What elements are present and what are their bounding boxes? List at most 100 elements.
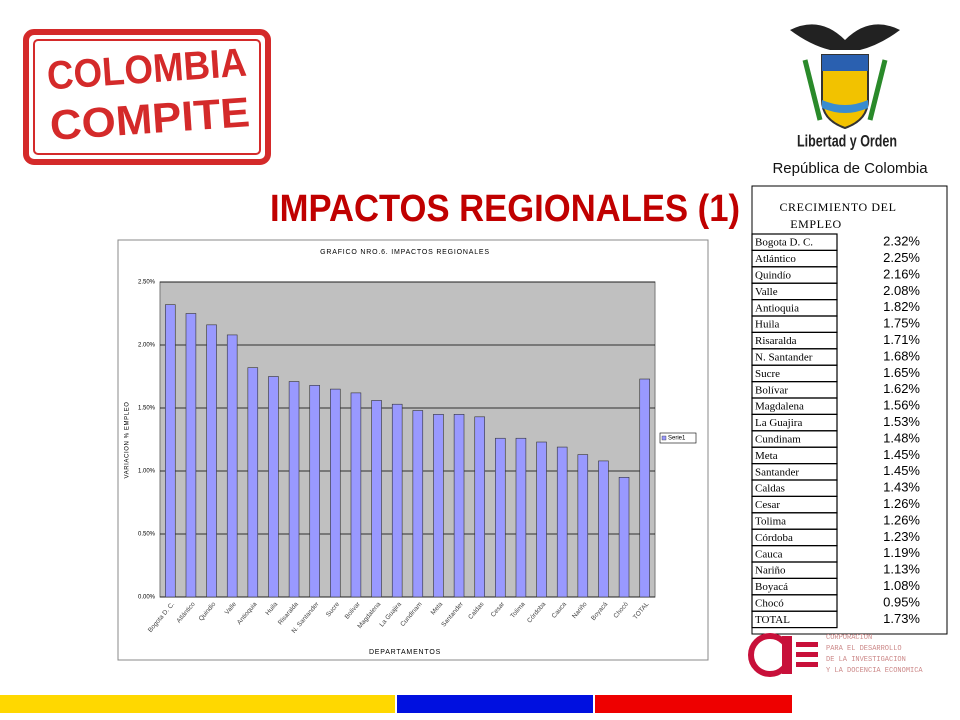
bar bbox=[536, 441, 547, 598]
table-name: Meta bbox=[755, 450, 778, 462]
legend-swatch bbox=[661, 435, 667, 441]
colombia-compite-logo: COLOMBIA COMPITE bbox=[23, 29, 271, 165]
table-name: Huila bbox=[755, 319, 780, 331]
table-value: 1.26% bbox=[883, 496, 920, 511]
table-value: 1.62% bbox=[883, 381, 920, 396]
bar bbox=[433, 413, 444, 598]
table-value: 1.26% bbox=[883, 512, 920, 527]
table-name: Cesar bbox=[755, 499, 780, 511]
bar bbox=[185, 313, 197, 598]
y-tick-label: 2.50% bbox=[138, 280, 156, 286]
bar bbox=[577, 454, 589, 598]
coat-of-arms bbox=[790, 24, 900, 130]
bar bbox=[165, 304, 176, 598]
bar bbox=[556, 446, 568, 598]
plot-area bbox=[159, 281, 656, 598]
chart-title: GRAFICO NRO.6. IMPACTOS REGIONALES bbox=[320, 249, 490, 256]
table-name-cell bbox=[751, 610, 838, 629]
table-value: 1.65% bbox=[883, 365, 920, 380]
table-name: Santander bbox=[755, 466, 799, 478]
bar bbox=[639, 378, 650, 598]
table-name: Chocó bbox=[755, 598, 784, 610]
condor bbox=[790, 24, 900, 50]
band-yellow bbox=[0, 695, 395, 713]
table-value: 1.45% bbox=[883, 447, 920, 462]
cide-logo bbox=[748, 633, 818, 677]
stamp-frame bbox=[23, 29, 271, 165]
bar bbox=[247, 367, 259, 598]
logo-bar bbox=[782, 636, 792, 674]
x-axis-title: DEPARTAMENTOS bbox=[369, 649, 441, 656]
bar bbox=[453, 413, 465, 598]
table-name: Bogota D. C. bbox=[755, 237, 813, 249]
table-value: 1.45% bbox=[883, 463, 920, 478]
band-red bbox=[595, 695, 792, 713]
legend-frame bbox=[659, 432, 697, 444]
table-name: Risaralda bbox=[755, 335, 797, 347]
table-value: 2.08% bbox=[883, 283, 920, 298]
table-name: Antioquia bbox=[755, 302, 799, 314]
table-name: N. Santander bbox=[755, 352, 813, 364]
logo-bar bbox=[796, 642, 818, 647]
bar bbox=[268, 376, 279, 598]
y-tick-label: 0.00% bbox=[138, 595, 156, 601]
table-name: Valle bbox=[755, 286, 778, 298]
table-name: Cundinam bbox=[755, 434, 801, 446]
bar bbox=[226, 334, 238, 598]
footer-logo-line: PARA EL DESARROLLO bbox=[826, 645, 902, 653]
y-tick-label: 2.00% bbox=[138, 343, 156, 349]
bar bbox=[309, 385, 320, 598]
table-value: 1.13% bbox=[883, 562, 920, 577]
table-value: 1.48% bbox=[883, 430, 920, 445]
logo-bar bbox=[796, 662, 818, 667]
table-name: Sucre bbox=[755, 368, 780, 380]
bar bbox=[206, 324, 217, 598]
table-value: 1.56% bbox=[883, 398, 920, 413]
table-value: 0.95% bbox=[883, 594, 920, 609]
y-tick-label: 1.00% bbox=[138, 469, 156, 475]
table-name: Cauca bbox=[755, 548, 783, 560]
table-name: Magdalena bbox=[755, 401, 804, 413]
table-value: 1.82% bbox=[883, 299, 920, 314]
bar bbox=[412, 410, 424, 598]
table-header: CRECIMIENTO DEL bbox=[779, 200, 896, 214]
bar bbox=[474, 416, 485, 598]
table-value: 1.73% bbox=[883, 611, 920, 626]
table-name: TOTAL bbox=[755, 614, 790, 626]
flags bbox=[802, 59, 888, 121]
table-value: 1.08% bbox=[883, 578, 920, 593]
bar bbox=[288, 381, 300, 598]
table-name: Boyacá bbox=[755, 581, 788, 593]
table-value: 1.75% bbox=[883, 316, 920, 331]
footer-logo-line: CORPORACION bbox=[826, 634, 872, 642]
table-name: Atlántico bbox=[755, 253, 796, 265]
y-tick-label: 0.50% bbox=[138, 532, 156, 538]
band-blue bbox=[397, 695, 593, 713]
table-name: Córdoba bbox=[755, 532, 793, 544]
bar bbox=[330, 388, 341, 598]
bar bbox=[598, 460, 609, 598]
table-name: Nariño bbox=[755, 565, 786, 577]
y-tick-label: 1.50% bbox=[138, 406, 156, 412]
table-name: Bolívar bbox=[755, 384, 788, 396]
shield-band bbox=[822, 55, 868, 71]
shield-sea bbox=[822, 100, 868, 113]
bar bbox=[515, 437, 527, 598]
table-value: 1.19% bbox=[883, 545, 920, 560]
table-value: 1.43% bbox=[883, 480, 920, 495]
table-name: Caldas bbox=[755, 483, 785, 495]
table-value: 1.53% bbox=[883, 414, 920, 429]
heading: IMPACTOS REGIONALES (1) bbox=[270, 188, 740, 230]
bar bbox=[371, 400, 382, 598]
stamp-inner-frame bbox=[33, 39, 261, 155]
table-name: La Guajira bbox=[755, 417, 802, 429]
footer-logo-line: Y LA DOCENCIA ECONOMICA bbox=[826, 667, 923, 675]
table-value: 2.32% bbox=[883, 234, 920, 249]
table-name: Tolima bbox=[755, 516, 786, 528]
country: República de Colombia bbox=[772, 160, 928, 177]
motto: Libertad y Orden bbox=[797, 131, 897, 150]
bar bbox=[350, 392, 362, 598]
table-value: 1.68% bbox=[883, 348, 920, 363]
table-name: Quindío bbox=[755, 270, 792, 282]
